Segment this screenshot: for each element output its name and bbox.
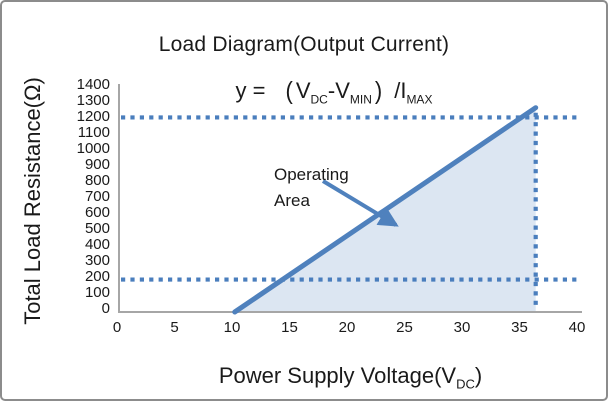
y-tick: 0 (101, 300, 110, 317)
formula-close-paren: ) (374, 76, 383, 105)
formula-lhs: y = (235, 78, 266, 103)
x-tick: 35 (511, 319, 528, 336)
formula-open-paren: ( (285, 76, 293, 105)
x-tick: 30 (453, 319, 471, 336)
y-tick: 300 (84, 252, 110, 269)
x-tick: 5 (170, 319, 179, 336)
y-tick: 400 (84, 236, 110, 253)
formula-imax-sub: MAX (406, 92, 433, 107)
operating-area-label-line2: Area (274, 191, 310, 210)
formula-vdc-sub: DC (310, 92, 328, 107)
x-tick: 10 (223, 319, 241, 336)
x-tick: 0 (112, 319, 122, 336)
formula-vmin-sub: MIN (349, 92, 372, 107)
y-tick: 1300 (76, 92, 110, 109)
operating-area-label: Operating Area (274, 162, 349, 214)
x-axis-title-end: ) (474, 363, 483, 388)
y-tick: 600 (84, 204, 110, 221)
y-tick: 500 (84, 220, 110, 237)
x-axis-ticks: 0 5 10 15 20 25 30 35 40 (97, 320, 597, 336)
y-tick: 700 (84, 188, 110, 205)
y-tick: 800 (84, 172, 110, 189)
x-tick: 40 (568, 319, 586, 336)
operating-area-arrow-icon (321, 179, 399, 227)
formula-vdc: V (295, 78, 311, 103)
y-tick: 1400 (76, 76, 110, 93)
x-axis-title-sub: DC (456, 376, 475, 392)
y-tick: 900 (84, 156, 110, 173)
x-axis-title-text: Power Supply Voltage(V (218, 363, 457, 388)
y-tick: 200 (84, 268, 110, 285)
operating-area-label-line1: Operating (274, 165, 349, 184)
y-tick: 1200 (76, 108, 110, 125)
y-axis-ticks: 1400 1300 1200 1100 1000 900 800 700 600… (40, 76, 110, 317)
formula-imax: /I (394, 78, 407, 103)
formula: y =(VDC-VMIN)/IMAX (119, 76, 549, 107)
x-tick: 20 (338, 319, 356, 336)
x-axis-title: Power Supply Voltage(VDC) (119, 363, 582, 391)
chart-title: Load Diagram(Output Current) (158, 33, 450, 56)
y-tick: 100 (84, 284, 110, 301)
formula-minus: - (327, 78, 336, 103)
y-tick: 1000 (76, 140, 110, 157)
y-tick: 1100 (77, 124, 110, 141)
x-tick: 25 (396, 319, 413, 336)
formula-vmin: V (335, 78, 350, 103)
x-tick: 15 (281, 319, 298, 336)
